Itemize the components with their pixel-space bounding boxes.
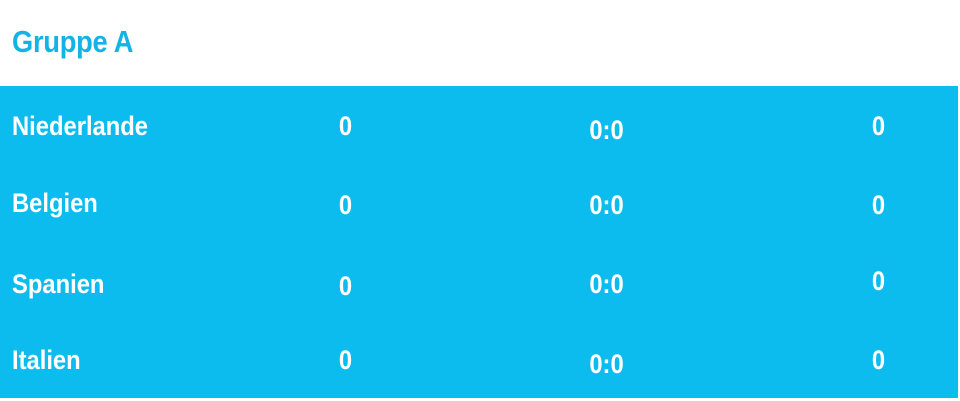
stat-value: 0 [338, 271, 353, 301]
stat-value: 0 [871, 111, 886, 141]
table-row: Belgien 0 0:0 0 [0, 183, 958, 223]
team-name: Niederlande [12, 111, 149, 141]
stat-value: 0 [338, 190, 353, 220]
table-row: Spanien 0 0:0 0 [0, 264, 958, 304]
score: 0:0 [589, 190, 624, 220]
stat-value: 0 [871, 266, 886, 296]
table-row: Niederlande 0 0:0 0 [0, 106, 958, 146]
team-name: Belgien [12, 188, 98, 218]
stat-value: 0 [338, 111, 353, 141]
score: 0:0 [589, 269, 624, 299]
score: 0:0 [589, 349, 624, 379]
stat-value: 0 [871, 345, 886, 375]
group-title: Gruppe A [12, 24, 134, 59]
team-name: Spanien [12, 269, 105, 299]
stat-value: 0 [338, 345, 353, 375]
standings-table: Niederlande 0 0:0 0 Belgien 0 0:0 0 Span… [0, 86, 958, 398]
score: 0:0 [589, 115, 624, 145]
stat-value: 0 [871, 190, 886, 220]
team-name: Italien [12, 345, 81, 375]
table-row: Italien 0 0:0 0 [0, 340, 958, 380]
